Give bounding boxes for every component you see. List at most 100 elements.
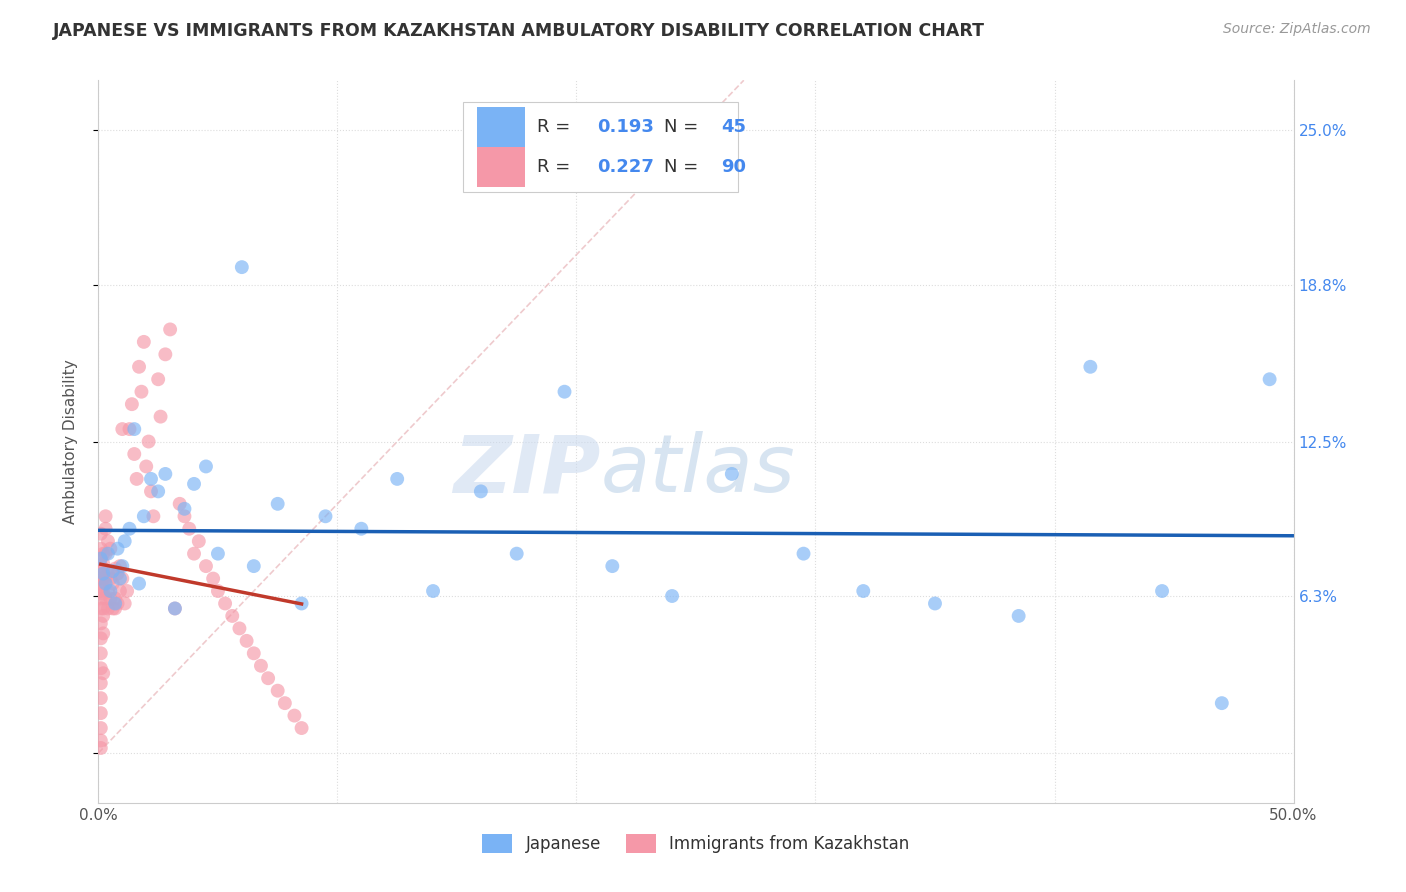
- Point: [104, 591, 127, 606]
- Point: [422, 584, 444, 599]
- Point: [470, 484, 492, 499]
- Point: [91, 566, 114, 581]
- Point: [135, 459, 157, 474]
- Point: [202, 572, 225, 586]
- Point: [125, 472, 148, 486]
- Point: [148, 372, 170, 386]
- Point: [159, 322, 181, 336]
- Point: [149, 409, 172, 424]
- Point: [163, 601, 186, 615]
- Bar: [477, 147, 524, 186]
- Point: [101, 564, 124, 578]
- Text: N =: N =: [664, 119, 703, 136]
- Point: [94, 572, 117, 586]
- Point: [94, 547, 117, 561]
- Point: [274, 696, 297, 710]
- Point: [793, 547, 815, 561]
- Point: [91, 586, 114, 600]
- Point: [90, 526, 112, 541]
- Point: [207, 584, 229, 599]
- Text: Source: ZipAtlas.com: Source: ZipAtlas.com: [1223, 22, 1371, 37]
- Point: [195, 559, 218, 574]
- Point: [267, 683, 290, 698]
- Point: [148, 484, 170, 499]
- Point: [195, 459, 218, 474]
- Point: [118, 422, 141, 436]
- Point: [173, 501, 195, 516]
- Point: [107, 597, 129, 611]
- Point: [924, 597, 946, 611]
- Point: [142, 509, 165, 524]
- Point: [115, 584, 138, 599]
- Point: [250, 658, 273, 673]
- Point: [90, 551, 112, 566]
- Point: [107, 541, 129, 556]
- Point: [187, 534, 209, 549]
- Point: [97, 534, 120, 549]
- Point: [94, 509, 117, 524]
- Point: [231, 260, 253, 274]
- Point: [852, 584, 875, 599]
- Point: [90, 733, 112, 747]
- Point: [163, 601, 186, 615]
- Point: [91, 572, 114, 586]
- Point: [90, 646, 112, 660]
- Point: [139, 484, 162, 499]
- Point: [90, 691, 112, 706]
- Point: [91, 626, 114, 640]
- Bar: [463, 102, 738, 193]
- Text: R =: R =: [537, 158, 576, 176]
- Point: [1080, 359, 1102, 374]
- Point: [221, 609, 243, 624]
- Point: [111, 559, 134, 574]
- Point: [94, 522, 117, 536]
- Text: 0.193: 0.193: [596, 119, 654, 136]
- Text: N =: N =: [664, 158, 703, 176]
- Point: [104, 601, 127, 615]
- Point: [173, 509, 195, 524]
- Point: [267, 497, 290, 511]
- Point: [506, 547, 529, 561]
- Point: [91, 666, 114, 681]
- Point: [315, 509, 337, 524]
- Point: [214, 597, 236, 611]
- Point: [94, 576, 117, 591]
- Point: [111, 422, 134, 436]
- Point: [179, 522, 201, 536]
- Point: [98, 541, 122, 556]
- Point: [121, 397, 143, 411]
- Point: [243, 559, 266, 574]
- Text: JAPANESE VS IMMIGRANTS FROM KAZAKHSTAN AMBULATORY DISABILITY CORRELATION CHART: JAPANESE VS IMMIGRANTS FROM KAZAKHSTAN A…: [53, 22, 986, 40]
- Point: [124, 447, 146, 461]
- Point: [91, 601, 114, 615]
- Point: [1152, 584, 1174, 599]
- Legend: Japanese, Immigrants from Kazakhstan: Japanese, Immigrants from Kazakhstan: [475, 827, 917, 860]
- Text: R =: R =: [537, 119, 576, 136]
- Point: [98, 572, 122, 586]
- Point: [155, 347, 177, 361]
- Point: [90, 566, 112, 581]
- Point: [128, 576, 150, 591]
- Point: [111, 572, 134, 586]
- Point: [132, 509, 155, 524]
- Point: [243, 646, 266, 660]
- Point: [90, 541, 112, 556]
- Point: [90, 584, 112, 599]
- Point: [90, 721, 112, 735]
- Point: [91, 582, 114, 596]
- Point: [602, 559, 624, 574]
- Point: [155, 467, 177, 481]
- Point: [98, 584, 122, 599]
- Point: [108, 572, 131, 586]
- Point: [114, 597, 136, 611]
- Point: [169, 497, 191, 511]
- Point: [90, 559, 112, 574]
- Point: [94, 591, 117, 606]
- Point: [385, 472, 409, 486]
- Point: [128, 359, 150, 374]
- Text: atlas: atlas: [600, 432, 796, 509]
- Point: [97, 584, 120, 599]
- Point: [91, 557, 114, 571]
- Point: [283, 708, 305, 723]
- Point: [291, 597, 314, 611]
